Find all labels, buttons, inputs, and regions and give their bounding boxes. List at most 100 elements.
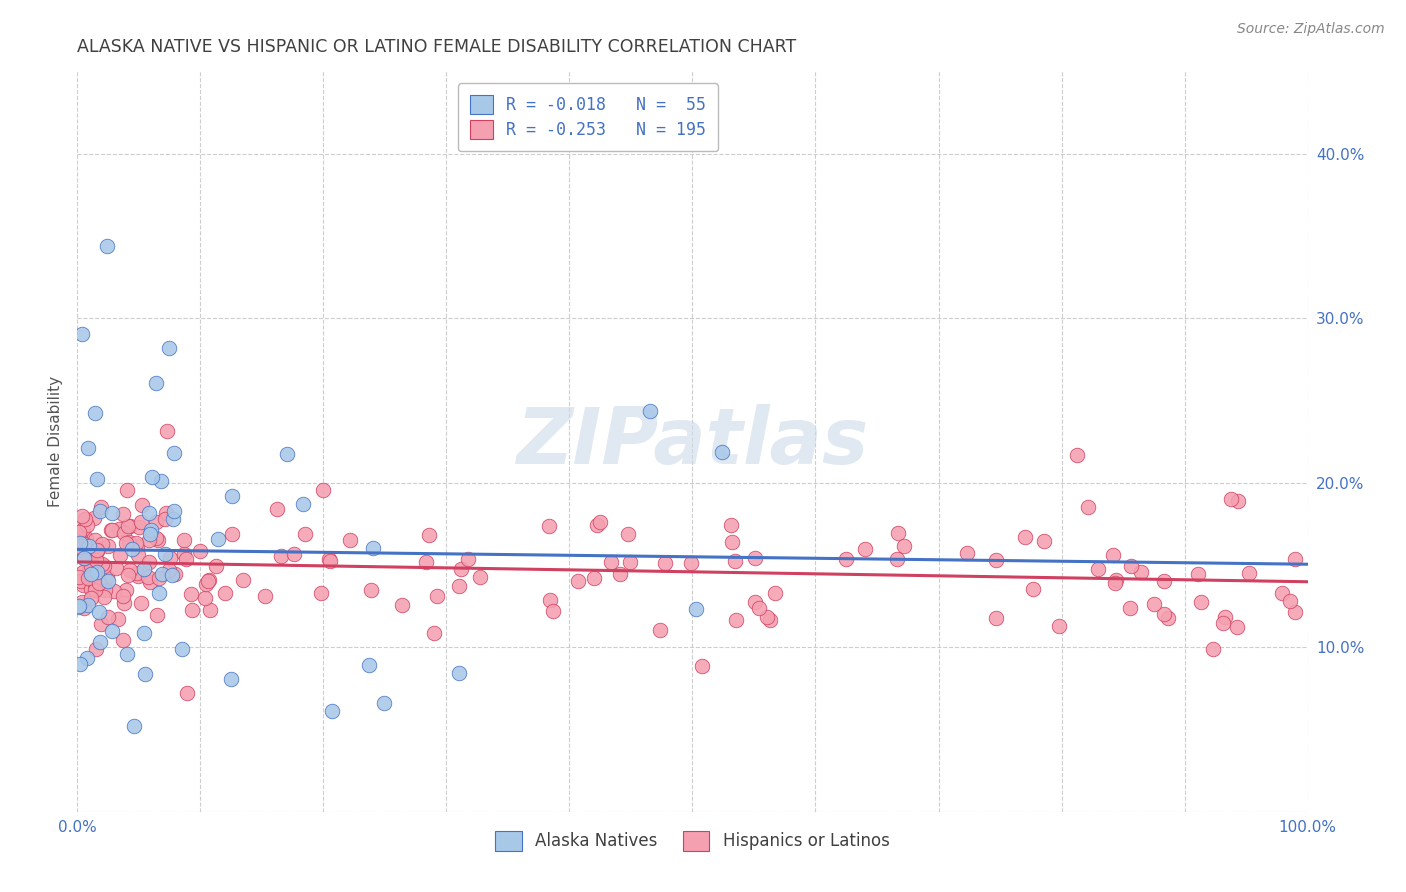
Point [157,341,180,355]
Point [79,558,101,572]
Point [90,617,112,632]
Point [73,512,96,526]
Point [173,547,195,561]
Point [984,553,1007,567]
Point [139,526,162,541]
Point [83,565,105,579]
Point [1129,566,1152,580]
Point [67,539,90,553]
Point [339,533,361,548]
Point [69,574,91,589]
Point [138,555,160,569]
Point [1237,566,1260,580]
Point [129,596,152,610]
Point [128,520,150,534]
Point [108,522,131,536]
Point [1104,575,1126,590]
Point [86,543,108,558]
Point [1226,619,1249,633]
Point [205,559,228,574]
Point [1104,574,1126,588]
Point [93,558,115,573]
Point [1213,610,1236,624]
Point [73,551,96,566]
Point [887,526,910,541]
Point [447,666,470,681]
Point [163,504,186,518]
Point [1271,586,1294,600]
Point [763,585,786,599]
Point [711,445,734,459]
Point [654,557,676,571]
Point [283,548,305,562]
Point [253,589,276,603]
Point [80,571,103,585]
Point [79,556,101,570]
Point [73,539,96,553]
Point [117,519,139,533]
Point [176,686,198,700]
Point [150,567,173,582]
Point [96,570,118,584]
Point [309,586,332,600]
Point [89,635,111,649]
Point [111,633,134,648]
Point [650,623,672,637]
Point [1022,582,1045,597]
Point [84,553,107,567]
Point [160,567,183,582]
Point [1143,597,1166,611]
Point [69,535,91,549]
Point [115,582,138,597]
Point [1076,500,1098,515]
Point [97,574,120,589]
Point [84,642,107,657]
Text: Source: ZipAtlas.com: Source: ZipAtlas.com [1237,22,1385,37]
Point [127,569,149,583]
Point [198,574,221,588]
Point [83,582,105,597]
Point [457,552,479,566]
Point [270,549,292,563]
Point [83,407,105,421]
Point [1212,615,1234,630]
Point [599,555,621,569]
Point [77,540,100,554]
Point [129,515,152,529]
Point [361,541,384,556]
Point [1153,574,1175,589]
Point [720,518,742,533]
Point [136,569,159,583]
Point [77,559,100,574]
Point [609,567,631,582]
Point [112,525,135,540]
Point [93,583,115,598]
Point [373,696,395,710]
Point [72,522,94,536]
Point [96,239,118,253]
Point [1102,548,1125,562]
Point [834,552,856,566]
Point [893,539,915,553]
Point [111,589,134,603]
Point [97,539,120,553]
Point [79,558,101,572]
Point [156,424,179,438]
Point [157,563,180,577]
Point [90,500,112,515]
Point [200,603,222,617]
Point [318,552,340,566]
Point [748,601,770,615]
Point [84,533,107,548]
Point [541,604,564,618]
Point [86,472,108,486]
Point [127,548,149,562]
Point [221,673,243,687]
Point [73,549,96,563]
Point [80,591,103,606]
Point [134,666,156,681]
Point [391,598,413,612]
Point [138,533,160,547]
Point [75,531,97,545]
Point [1153,607,1175,621]
